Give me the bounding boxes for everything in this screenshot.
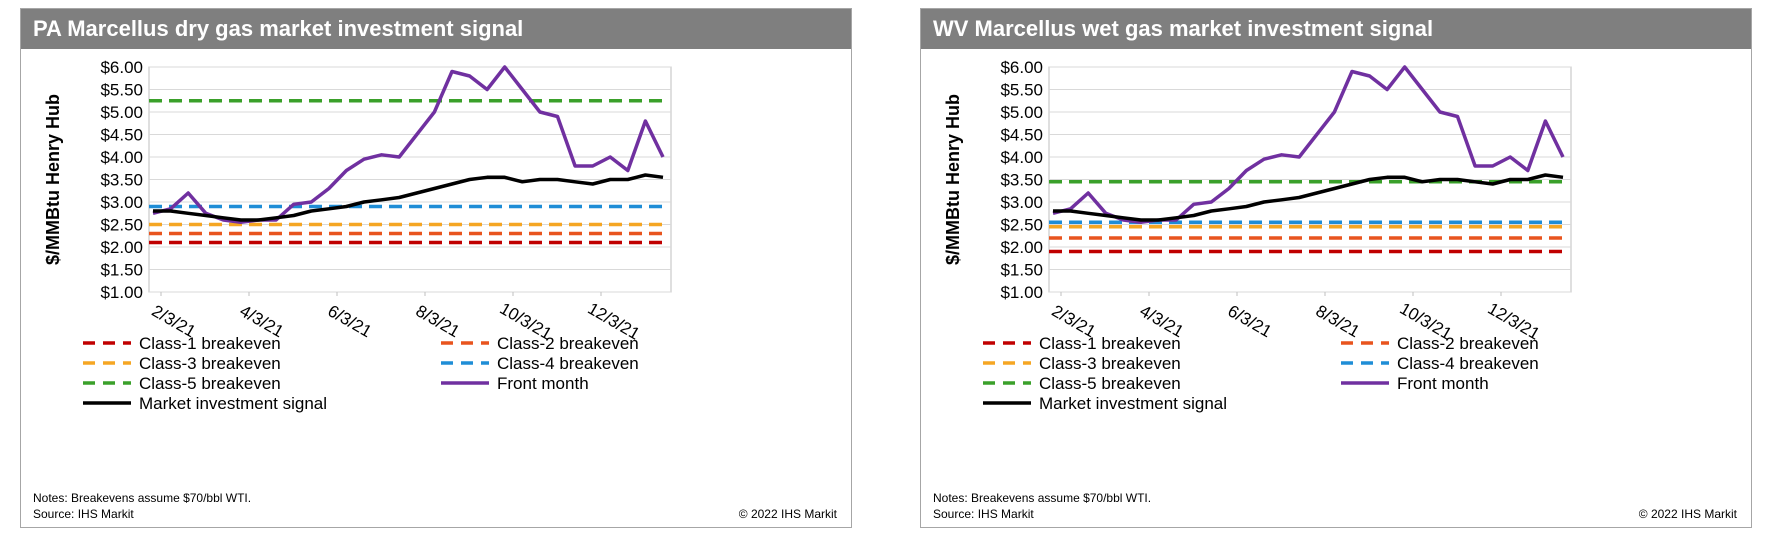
x-tick-label: 6/3/21 bbox=[325, 301, 375, 341]
class-2-breakeven-legend-label: Class-2 breakeven bbox=[497, 334, 639, 353]
y-tick-label: $5.00 bbox=[100, 103, 143, 122]
market-investment-signal-line bbox=[153, 173, 664, 222]
y-tick-label: $2.50 bbox=[1000, 216, 1043, 235]
chart-notes: Notes: Breakevens assume $70/bbl WTI. bbox=[33, 491, 252, 505]
y-tick-label: $6.00 bbox=[100, 58, 143, 77]
y-tick-label: $2.00 bbox=[100, 238, 143, 257]
chart-panel-wv: WV Marcellus wet gas market investment s… bbox=[920, 8, 1752, 528]
class-4-breakeven-legend-label: Class-4 breakeven bbox=[1397, 354, 1539, 373]
x-tick-label: 6/3/21 bbox=[1225, 301, 1275, 341]
chart-title: PA Marcellus dry gas market investment s… bbox=[21, 9, 851, 49]
y-tick-label: $5.00 bbox=[1000, 103, 1043, 122]
y-tick-label: $5.50 bbox=[100, 81, 143, 100]
y-axis-label: $/MMBtu Henry Hub bbox=[943, 94, 963, 265]
x-tick-label: 8/3/21 bbox=[413, 301, 463, 341]
y-tick-label: $4.50 bbox=[100, 126, 143, 145]
chart-copyright: © 2022 IHS Markit bbox=[1638, 507, 1737, 521]
y-tick-label: $3.50 bbox=[100, 171, 143, 190]
class-3-breakeven-legend-label: Class-3 breakeven bbox=[1039, 354, 1181, 373]
front-month-line bbox=[1052, 65, 1565, 225]
class-1-breakeven-legend-label: Class-1 breakeven bbox=[139, 334, 281, 353]
y-tick-label: $2.50 bbox=[100, 216, 143, 235]
y-tick-label: $1.00 bbox=[100, 283, 143, 302]
chart-panel-pa: PA Marcellus dry gas market investment s… bbox=[20, 8, 852, 528]
market-investment-signal-line bbox=[1053, 173, 1564, 222]
class-5-breakeven-legend-label: Class-5 breakeven bbox=[139, 374, 281, 393]
front-month-legend-label: Front month bbox=[497, 374, 589, 393]
y-tick-label: $3.00 bbox=[1000, 193, 1043, 212]
y-tick-label: $4.00 bbox=[1000, 148, 1043, 167]
x-tick-label: 8/3/21 bbox=[1313, 301, 1363, 341]
class-1-breakeven-legend-label: Class-1 breakeven bbox=[1039, 334, 1181, 353]
class-3-breakeven-legend-label: Class-3 breakeven bbox=[139, 354, 281, 373]
y-tick-label: $3.00 bbox=[100, 193, 143, 212]
front-month-legend-label: Front month bbox=[1397, 374, 1489, 393]
class-5-breakeven-legend-label: Class-5 breakeven bbox=[1039, 374, 1181, 393]
class-4-breakeven-legend-label: Class-4 breakeven bbox=[497, 354, 639, 373]
y-tick-label: $5.50 bbox=[1000, 81, 1043, 100]
y-axis-label: $/MMBtu Henry Hub bbox=[43, 94, 63, 265]
chart-source: Source: IHS Markit bbox=[33, 507, 134, 521]
y-tick-label: $4.00 bbox=[100, 148, 143, 167]
class-2-breakeven-legend-label: Class-2 breakeven bbox=[1397, 334, 1539, 353]
chart-svg-pa: $6.00 $5.50 $5.00 $4.50 $4.00 $3.50 $3.00 $2.50… bbox=[43, 58, 672, 413]
chart-notes: Notes: Breakevens assume $70/bbl WTI. bbox=[933, 491, 1152, 505]
market-investment-signal-legend-label: Market investment signal bbox=[139, 394, 327, 413]
chart-svg-wv: $6.00 $5.50 $5.00 $4.50 $4.00 $3.50 $3.00 $2.50… bbox=[943, 58, 1572, 413]
y-tick-label: $1.50 bbox=[100, 261, 143, 280]
y-tick-label: $3.50 bbox=[1000, 171, 1043, 190]
chart-source: Source: IHS Markit bbox=[933, 507, 1034, 521]
market-investment-signal-legend-label: Market investment signal bbox=[1039, 394, 1227, 413]
chart-copyright: © 2022 IHS Markit bbox=[738, 507, 837, 521]
chart-title: WV Marcellus wet gas market investment s… bbox=[921, 9, 1751, 49]
y-tick-label: $1.00 bbox=[1000, 283, 1043, 302]
y-tick-label: $4.50 bbox=[1000, 126, 1043, 145]
y-tick-label: $2.00 bbox=[1000, 238, 1043, 257]
y-tick-label: $1.50 bbox=[1000, 261, 1043, 280]
y-tick-label: $6.00 bbox=[1000, 58, 1043, 77]
front-month-line bbox=[152, 65, 665, 225]
